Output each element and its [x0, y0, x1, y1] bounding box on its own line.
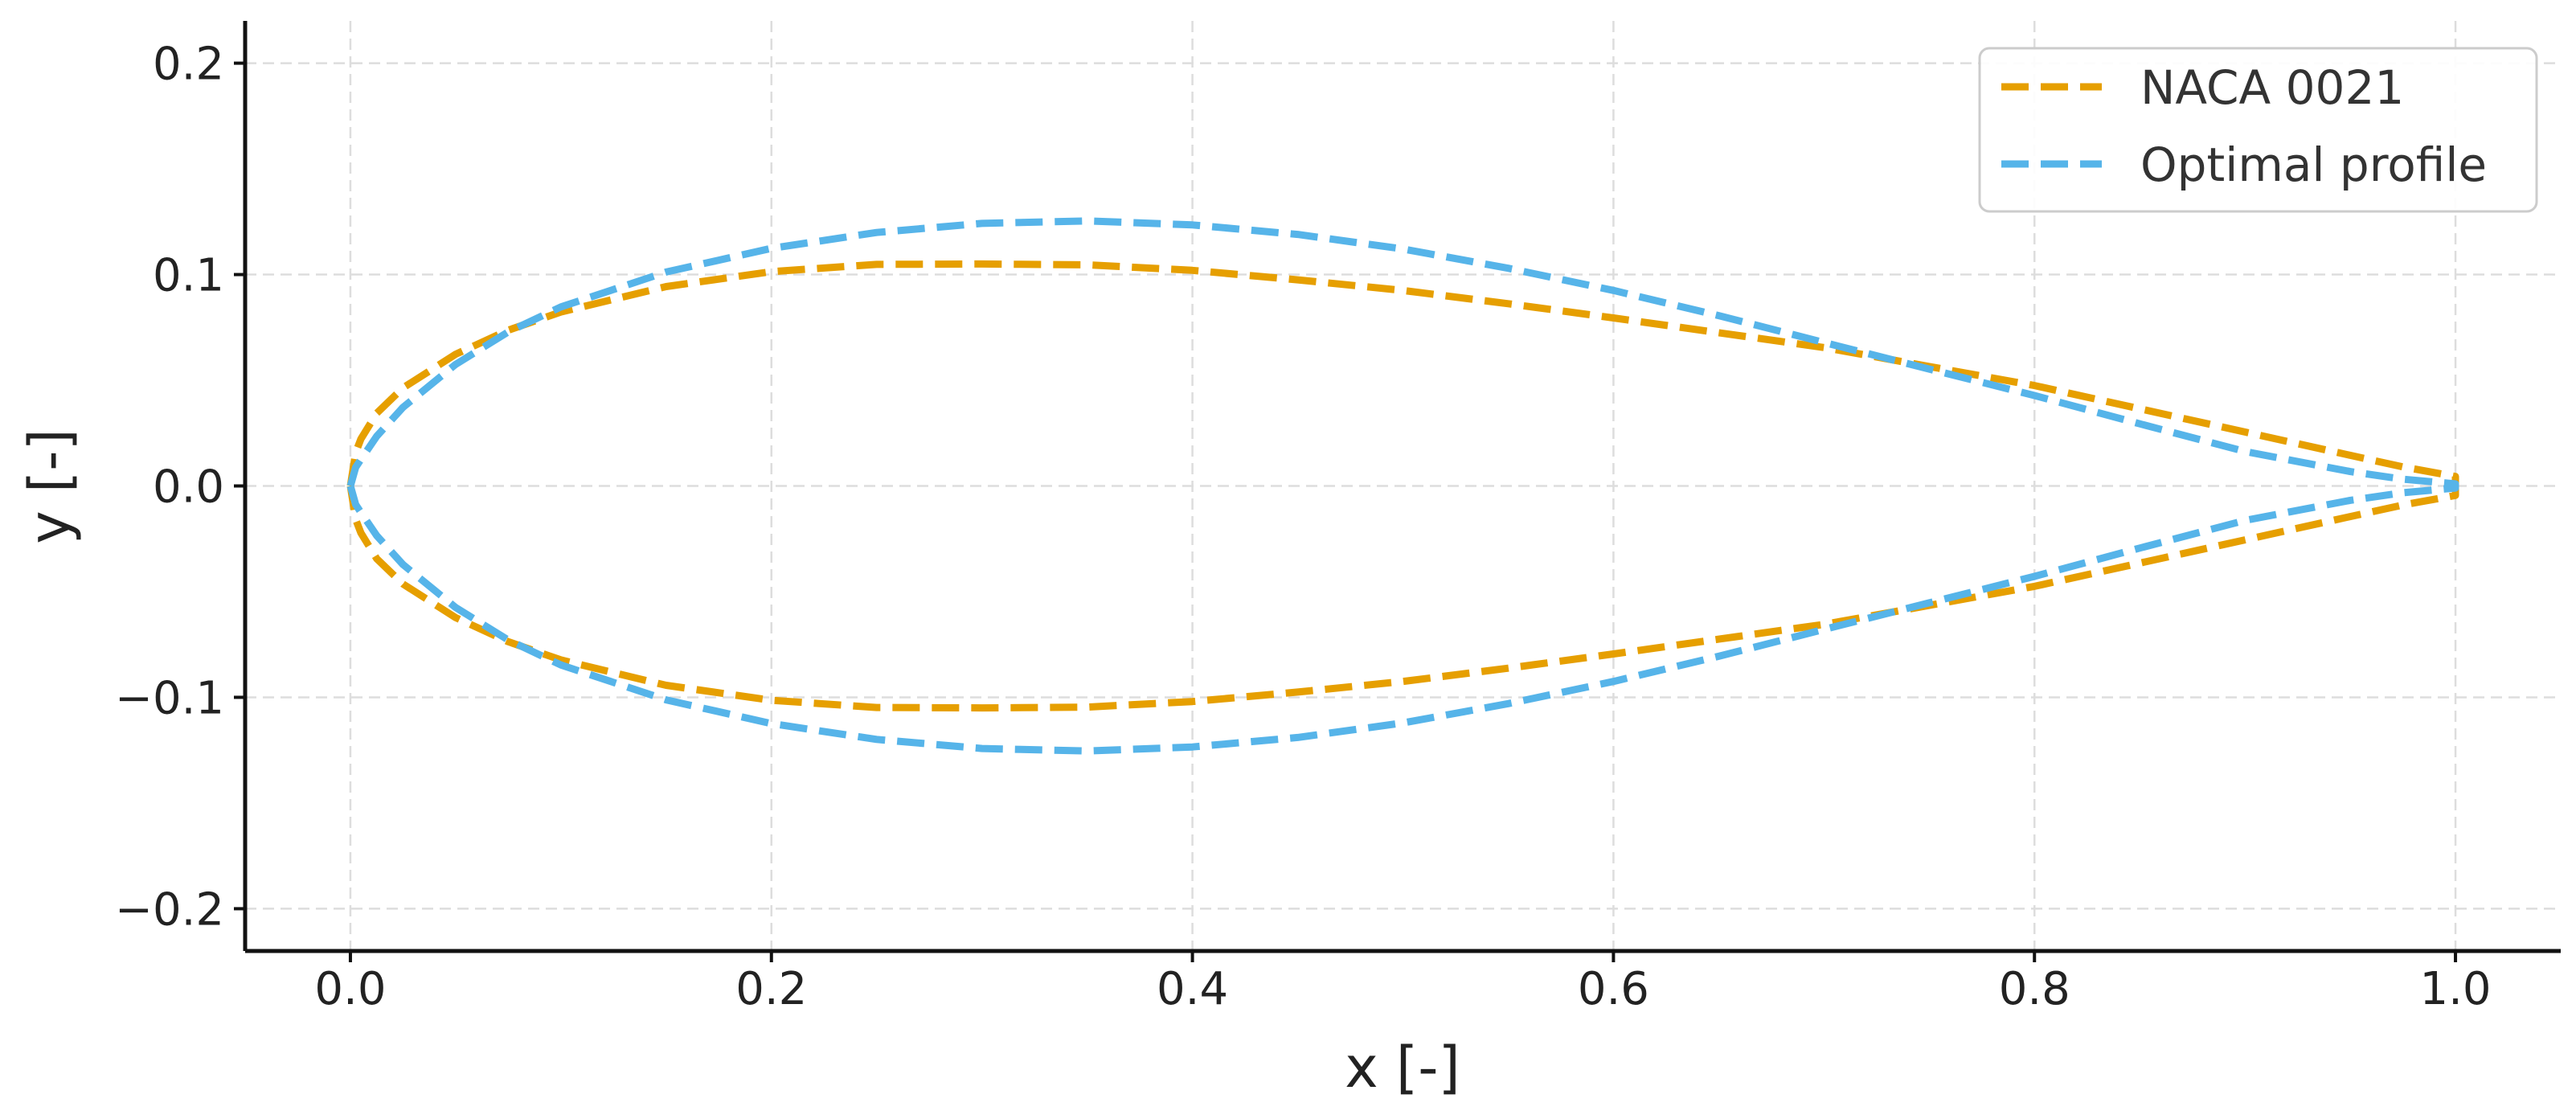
- legend-label-naca-0021: NACA 0021: [2140, 60, 2404, 115]
- y-tick-label: 0.2: [153, 39, 224, 91]
- grid: [245, 21, 2561, 951]
- y-axis-label: y [-]: [17, 428, 83, 544]
- x-tick-label: 0.6: [1578, 963, 1649, 1015]
- y-tick-label: −0.1: [115, 672, 224, 724]
- x-axis-label: x [-]: [1345, 1035, 1460, 1101]
- legend-box: [1978, 47, 2538, 213]
- y-tick-label: −0.2: [115, 883, 224, 936]
- series-lines: [346, 217, 2459, 755]
- x-tick-label: 0.4: [1157, 963, 1228, 1015]
- legend: NACA 0021 Optimal profile: [1978, 47, 2538, 213]
- y-tick-label: 0.1: [153, 250, 224, 302]
- x-tick-label: 1.0: [2420, 963, 2492, 1015]
- legend-label-optimal-profile: Optimal profile: [2140, 137, 2487, 192]
- series-line-optimal-profile: [346, 217, 2459, 755]
- x-tick-label: 0.0: [314, 963, 386, 1015]
- x-tick-label: 0.2: [735, 963, 807, 1015]
- x-tick-label: 0.8: [1999, 963, 2070, 1015]
- ticks: 0.0 0.2 0.4 0.6 0.8 1.0 −0.2 −0.1 0.0 0.1 0.2: [115, 39, 2492, 1015]
- y-tick-label: 0.0: [153, 461, 224, 514]
